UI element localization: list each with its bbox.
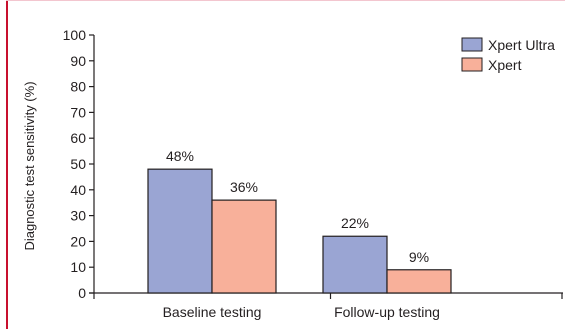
bar [386, 269, 452, 294]
bar-labels: 48% 22% 36% 9% [166, 148, 429, 265]
bar [322, 235, 388, 294]
y-tick-label: 80 [70, 79, 86, 95]
y-tick-label: 100 [63, 27, 87, 43]
y-tick-label: 30 [70, 208, 86, 224]
legend-swatch [461, 57, 483, 72]
bar [211, 199, 277, 294]
y-tick-label: 70 [70, 104, 86, 120]
y-tick-label: 60 [70, 130, 86, 146]
y-tick-label: 90 [70, 53, 86, 69]
legend-label: Xpert [488, 57, 522, 73]
y-tick-label: 50 [70, 156, 86, 172]
legend-label: Xpert Ultra [488, 37, 555, 53]
bar [147, 168, 213, 294]
x-tick-label: Baseline testing [163, 304, 262, 320]
legend: Xpert Ultra Xpert [461, 37, 555, 73]
bar-data-label: 22% [341, 215, 369, 231]
bar-data-label: 48% [166, 148, 194, 164]
y-axis-label: Diagnostic test sensitivity (%) [22, 81, 37, 250]
y-tick-label: 40 [70, 182, 86, 198]
y-tick-label: 0 [78, 285, 86, 301]
bar-data-label: 9% [409, 249, 429, 265]
y-tick-labels: 0 10 20 30 40 50 60 70 80 90 100 [63, 27, 87, 301]
y-axis-label-group: Diagnostic test sensitivity (%) [22, 81, 37, 250]
frame-accent-line [6, 0, 8, 329]
x-tick-label: Follow-up testing [334, 304, 440, 320]
x-tick-labels: Baseline testing Follow-up testing [163, 304, 440, 320]
frame-top-line [6, 0, 565, 1]
bars [147, 168, 452, 294]
y-tick-label: 20 [70, 233, 86, 249]
legend-swatch [461, 37, 483, 52]
y-tick-label: 10 [70, 259, 86, 275]
bar-data-label: 36% [230, 179, 258, 195]
